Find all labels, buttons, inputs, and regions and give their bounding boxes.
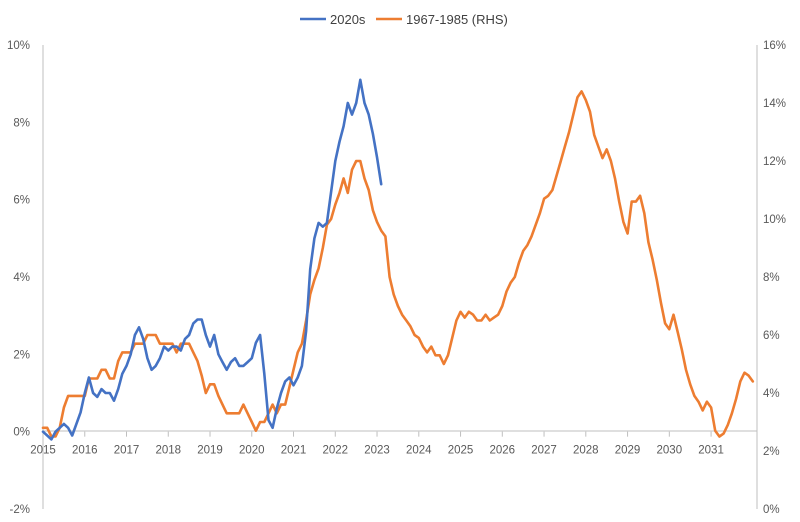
- right-tick-label: 6%: [763, 330, 780, 342]
- left-tick-label: 6%: [13, 195, 30, 207]
- x-tick-label: 2025: [448, 445, 474, 457]
- right-tick-label: 2%: [763, 446, 780, 458]
- legend-label-2020s: 2020s: [330, 12, 366, 27]
- x-tick-label: 2024: [406, 445, 432, 457]
- x-tick-label: 2020: [239, 445, 265, 457]
- x-tick-label: 2021: [281, 445, 307, 457]
- left-tick-label: 8%: [13, 117, 30, 129]
- x-tick-label: 2022: [322, 445, 348, 457]
- series-line-2020s: [41, 78, 383, 441]
- x-tick-label: 2019: [197, 445, 223, 457]
- legend: 2020s 1967-1985 (RHS): [300, 12, 508, 27]
- series-line-1967-1985: [41, 90, 755, 438]
- x-tick-label: 2016: [72, 445, 98, 457]
- x-tick-label: 2030: [657, 445, 683, 457]
- series-lines: [41, 78, 755, 441]
- x-tick-label: 2018: [155, 445, 181, 457]
- right-tick-label: 12%: [763, 156, 786, 168]
- legend-label-1967-1985: 1967-1985 (RHS): [406, 12, 508, 27]
- left-tick-label: 2%: [13, 349, 30, 361]
- x-tick-label: 2017: [114, 445, 140, 457]
- left-tick-label: 0%: [13, 427, 30, 439]
- right-tick-label: 0%: [763, 504, 780, 516]
- right-tick-label: 14%: [763, 98, 786, 110]
- x-axis-ticks: 2015 2016 2017 2018 2019 2020 2021 2022 2023 2024…: [30, 431, 724, 457]
- x-tick-label: 2026: [490, 445, 516, 457]
- right-tick-label: 10%: [763, 214, 786, 226]
- x-tick-label: 2023: [364, 445, 390, 457]
- right-tick-label: 16%: [763, 40, 786, 52]
- x-tick-label: 2031: [698, 445, 724, 457]
- left-tick-label: -2%: [10, 504, 30, 516]
- x-tick-label: 2015: [30, 445, 56, 457]
- left-axis-ticks: -2% 0% 2% 4% 6% 8% 10%: [7, 40, 30, 516]
- x-tick-label: 2027: [531, 445, 557, 457]
- right-tick-label: 8%: [763, 272, 780, 284]
- right-axis-ticks: 0% 2% 4% 6% 8% 10% 12% 14% 16%: [763, 40, 786, 516]
- x-tick-label: 2029: [615, 445, 641, 457]
- x-tick-label: 2028: [573, 445, 599, 457]
- right-tick-label: 4%: [763, 388, 780, 400]
- left-tick-label: 4%: [13, 272, 30, 284]
- left-tick-label: 10%: [7, 40, 30, 52]
